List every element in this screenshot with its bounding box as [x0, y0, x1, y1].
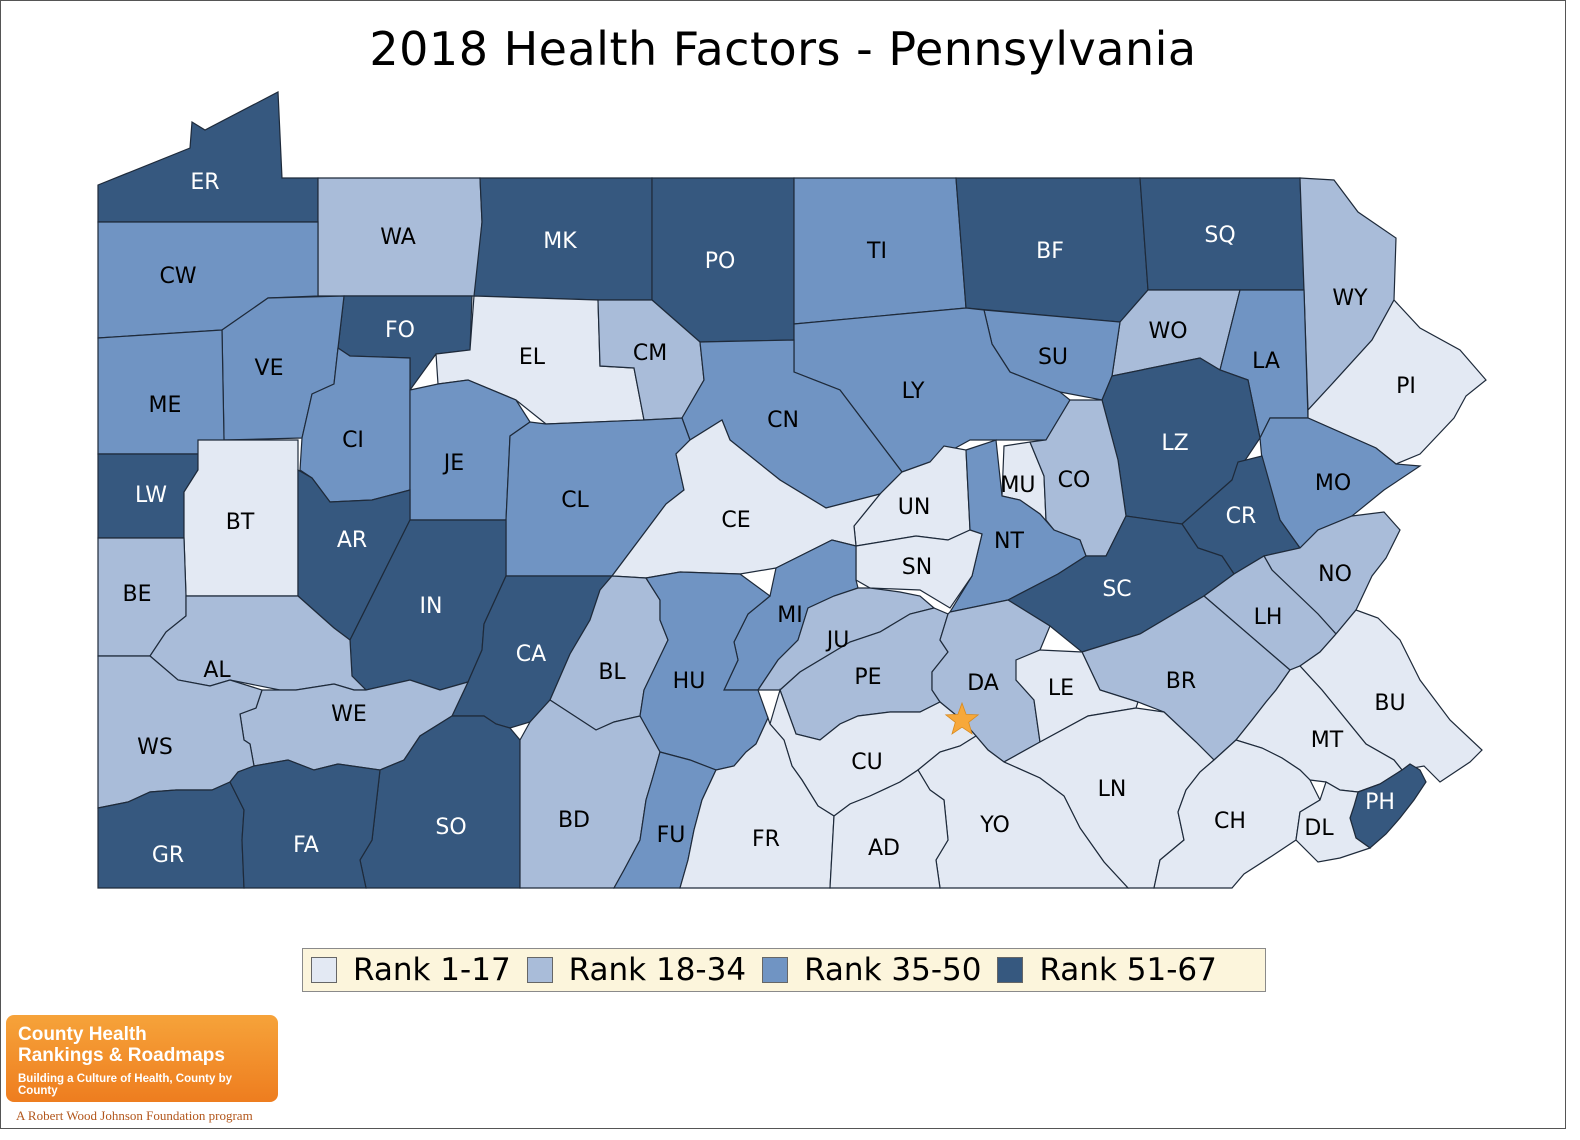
county-label-PE: PE [854, 665, 881, 690]
county-label-SN: SN [902, 555, 932, 580]
pennsylvania-county-map: ER WA MK PO TI BF SQ WY CW FO EL CM WO L… [97, 91, 1487, 889]
county-label-WS: WS [137, 735, 173, 760]
county-label-NT: NT [994, 529, 1024, 554]
legend-item-rank-51-67: Rank 51-67 [997, 952, 1217, 988]
county-label-MK: MK [543, 229, 577, 254]
legend-label: Rank 1-17 [353, 952, 511, 988]
legend-item-rank-35-50: Rank 35-50 [762, 952, 981, 988]
county-label-TI: TI [866, 239, 887, 264]
county-label-AR: AR [337, 528, 367, 553]
county-label-AD: AD [868, 836, 900, 861]
legend-swatch [997, 957, 1024, 983]
county-label-BT: BT [226, 510, 255, 535]
county-label-ME: ME [149, 393, 182, 418]
legend-swatch [762, 957, 789, 983]
county-label-BR: BR [1166, 669, 1196, 694]
county-label-UN: UN [898, 495, 931, 520]
county-label-MI: MI [777, 603, 802, 628]
county-label-CN: CN [767, 408, 799, 433]
county-health-rankings-logo: County Health Rankings & Roadmaps Buildi… [6, 1015, 278, 1102]
county-label-JU: JU [825, 628, 850, 653]
county-label-PO: PO [705, 249, 736, 274]
county-SN [855, 529, 983, 609]
county-label-MU: MU [1000, 473, 1035, 498]
county-label-CO: CO [1058, 468, 1091, 493]
county-label-JE: JE [442, 451, 464, 476]
county-label-NO: NO [1318, 562, 1352, 587]
county-label-WY: WY [1332, 286, 1368, 311]
county-label-SU: SU [1038, 345, 1068, 370]
county-label-LA: LA [1252, 349, 1280, 374]
county-label-ER: ER [190, 170, 219, 195]
county-label-CI: CI [342, 428, 364, 453]
county-label-DA: DA [967, 671, 999, 696]
star-icon [944, 701, 980, 735]
county-label-MT: MT [1311, 728, 1344, 753]
county-label-CE: CE [721, 508, 750, 533]
map-title: 2018 Health Factors - Pennsylvania [369, 22, 1197, 76]
county-label-GR: GR [152, 843, 184, 868]
legend-label: Rank 35-50 [804, 952, 982, 988]
county-label-LE: LE [1048, 676, 1074, 701]
county-label-FU: FU [657, 823, 686, 848]
legend-item-rank-18-34: Rank 18-34 [526, 952, 747, 988]
county-label-YO: YO [979, 813, 1010, 838]
legend-label: Rank 51-67 [1039, 952, 1217, 988]
county-label-CA: CA [516, 642, 546, 667]
county-label-WA: WA [380, 225, 416, 250]
county-label-PI: PI [1396, 374, 1416, 399]
county-label-LH: LH [1254, 605, 1283, 630]
county-label-FR: FR [752, 827, 780, 852]
county-label-LY: LY [902, 379, 925, 404]
legend: Rank 1-17 Rank 18-34 Rank 35-50 Rank 51-… [302, 948, 1266, 992]
county-label-BF: BF [1036, 239, 1064, 264]
county-ER [97, 91, 319, 223]
county-label-CH: CH [1214, 809, 1246, 834]
county-label-HU: HU [673, 669, 706, 694]
county-label-SO: SO [435, 815, 466, 840]
legend-swatch [526, 957, 553, 983]
county-label-BU: BU [1374, 691, 1405, 716]
county-AD [829, 769, 949, 889]
county-label-PH: PH [1365, 790, 1395, 815]
county-DL [1295, 781, 1372, 863]
county-label-AL: AL [203, 658, 231, 683]
legend-swatch [311, 957, 337, 983]
county-label-LZ: LZ [1161, 431, 1188, 456]
county-label-CL: CL [561, 488, 589, 513]
county-FR [679, 716, 835, 889]
county-label-BL: BL [598, 660, 626, 685]
county-label-FO: FO [385, 318, 415, 343]
county-label-LW: LW [135, 483, 167, 508]
county-label-WE: WE [331, 702, 367, 727]
county-label-DL: DL [1304, 816, 1334, 841]
county-label-BE: BE [123, 582, 152, 607]
logo-subtitle: Building a Culture of Health, County by … [18, 1073, 233, 1097]
legend-label: Rank 18-34 [568, 952, 747, 988]
county-CH [1153, 739, 1321, 889]
county-label-CU: CU [851, 750, 882, 775]
county-label-VE: VE [255, 356, 284, 381]
county-label-CW: CW [159, 264, 196, 289]
rwjf-footer: A Robert Wood Johnson Foundation program [16, 1108, 253, 1123]
legend-item-rank-1-17: Rank 1-17 [311, 952, 511, 988]
county-label-SQ: SQ [1204, 223, 1235, 248]
county-label-SC: SC [1102, 577, 1131, 602]
logo-line-2: Rankings & Roadmaps [18, 1045, 225, 1066]
county-label-LN: LN [1098, 777, 1127, 802]
county-label-WO: WO [1148, 319, 1187, 344]
county-label-CR: CR [1226, 504, 1257, 529]
logo-line-1: County Health [18, 1024, 147, 1045]
county-label-IN: IN [420, 594, 443, 619]
county-FA [229, 759, 381, 889]
county-label-FA: FA [293, 833, 319, 858]
county-label-EL: EL [519, 345, 546, 370]
county-label-BD: BD [558, 808, 590, 833]
county-label-CM: CM [633, 341, 667, 366]
county-label-MO: MO [1315, 471, 1351, 496]
